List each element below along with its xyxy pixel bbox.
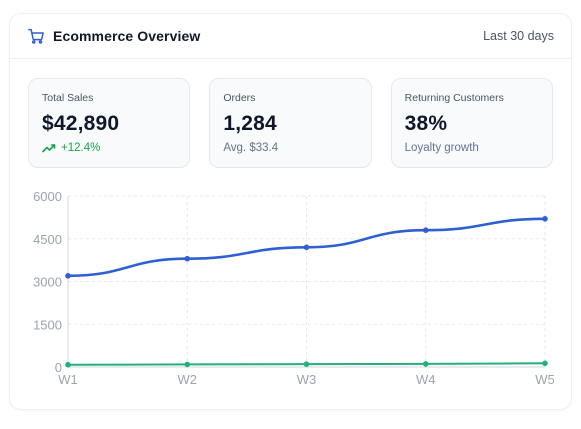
kpi-change-value: +12.4% [61,142,101,154]
trending-up-icon [42,143,56,153]
kpi-subtext: Avg. $33.4 [223,142,279,154]
kpi-value: $42,890 [42,112,120,135]
data-point [303,361,310,367]
y-tick-label: 0 [55,360,62,375]
shopping-cart-icon [27,27,45,45]
x-tick-label: W1 [58,372,78,387]
data-point [184,255,191,262]
x-tick-label: W4 [416,372,436,387]
kpi-label: Returning Customers [404,92,504,104]
line-chart-svg: 0 1500 3000 4500 6000 W1 W2 W3 W4 W5 [33,189,555,387]
page-title: Ecommerce Overview [53,28,201,44]
kpi-label: Total Sales [42,92,94,104]
y-tick-label: 6000 [33,189,62,204]
kpi-card-orders: Orders 1,284 Avg. $33.4 [209,78,372,168]
data-point [542,360,548,367]
x-tick-label: W5 [535,372,555,387]
data-point [65,273,71,279]
y-tick-label: 3000 [33,275,62,290]
data-point [422,227,429,233]
data-point [303,244,310,251]
title-group: Ecommerce Overview [27,27,200,45]
kpi-card-returning-customers: Returning Customers 38% Loyalty growth [390,78,553,168]
data-point [422,361,429,367]
kpi-value: 38% [404,112,448,135]
data-point [184,361,191,368]
sales-chart: 0 1500 3000 4500 6000 W1 W2 W3 W4 W5 [10,186,571,408]
kpi-value: 1,284 [223,112,277,135]
date-range-label[interactable]: Last 30 days [483,29,554,43]
kpi-subtext: Loyalty growth [404,142,479,154]
ecommerce-overview-card: Ecommerce Overview Last 30 days Total Sa… [9,13,572,410]
data-point [542,216,548,222]
kpi-row: Total Sales $42,890 +12.4% Orders 1,284 … [28,78,553,168]
kpi-card-total-sales: Total Sales $42,890 +12.4% [28,78,191,168]
card-header: Ecommerce Overview Last 30 days [10,14,571,59]
y-tick-label: 1500 [33,317,62,332]
x-tick-label: W2 [178,372,198,387]
y-tick-label: 4500 [33,232,62,247]
x-tick-label: W3 [297,372,317,387]
kpi-change: +12.4% [42,142,176,154]
data-point [65,361,71,368]
kpi-label: Orders [223,92,256,104]
